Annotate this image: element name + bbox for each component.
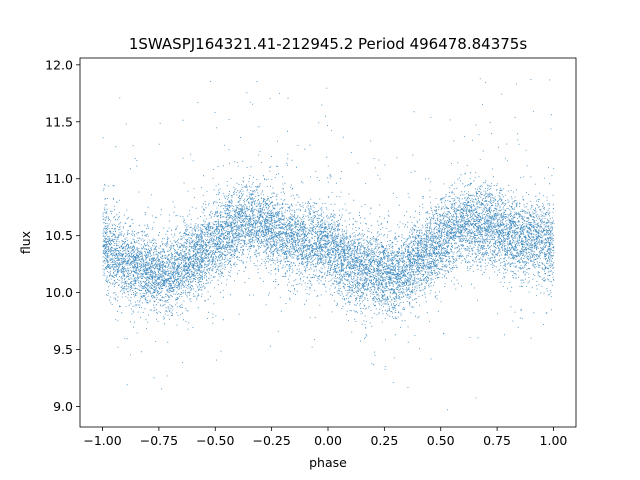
- x-tick-label: 0.50: [427, 433, 455, 448]
- x-tick-label: −0.50: [196, 433, 234, 448]
- x-tick-label: −0.25: [252, 433, 290, 448]
- x-tick-label: −1.00: [83, 433, 121, 448]
- x-axis-ticks: −1.00 −0.75 −0.50 −0.25 0.00 0.25 0.50 0.75 1.00: [83, 427, 567, 448]
- y-tick-label: 10.5: [45, 228, 73, 243]
- x-tick-label: −0.75: [140, 433, 178, 448]
- x-tick-label: 1.00: [540, 433, 568, 448]
- plot-frame: [79, 57, 577, 428]
- y-tick-label: 9.0: [53, 399, 73, 414]
- chart-title: 1SWASPJ164321.41-212945.2 Period 496478.…: [129, 35, 527, 53]
- y-tick-label: 10.0: [45, 285, 73, 300]
- y-tick-label: 9.5: [53, 342, 73, 357]
- x-tick-label: 0.00: [314, 433, 342, 448]
- y-axis-ticks: 9.0 9.5 10.0 10.5 11.0 11.5 12.0: [45, 57, 80, 414]
- y-tick-label: 11.5: [45, 114, 73, 129]
- y-tick-label: 12.0: [45, 57, 73, 72]
- x-tick-label: 0.75: [483, 433, 511, 448]
- x-tick-label: 0.25: [370, 433, 398, 448]
- y-tick-label: 11.0: [45, 171, 73, 186]
- flux-data-points: [102, 78, 555, 411]
- scatter-points: [102, 78, 555, 411]
- x-axis-label: phase: [309, 455, 347, 470]
- y-axis-label: flux: [18, 231, 33, 254]
